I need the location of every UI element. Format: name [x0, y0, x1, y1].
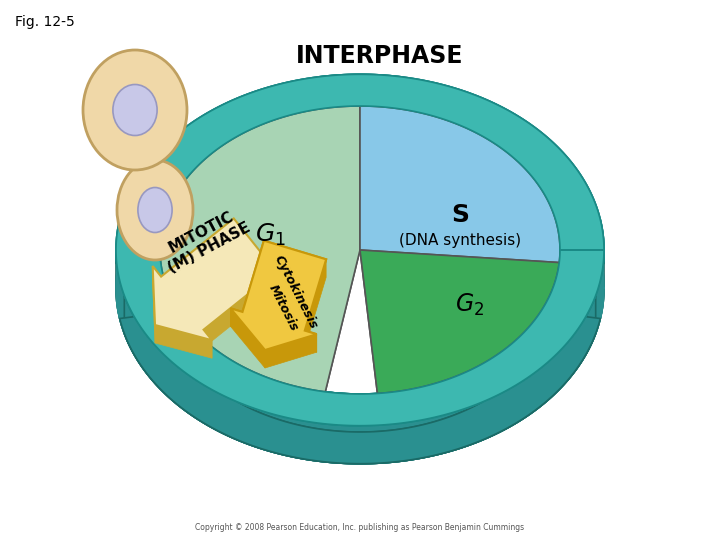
Ellipse shape	[113, 84, 157, 136]
Text: $G_1$: $G_1$	[255, 222, 285, 248]
Polygon shape	[243, 241, 264, 330]
Text: Fig. 12-5: Fig. 12-5	[15, 15, 75, 29]
Polygon shape	[116, 112, 604, 464]
Polygon shape	[125, 295, 595, 464]
Polygon shape	[360, 250, 559, 394]
Polygon shape	[160, 250, 325, 430]
Polygon shape	[360, 106, 560, 262]
Text: Copyright © 2008 Pearson Education, Inc. publishing as Pearson Benjamin Cummings: Copyright © 2008 Pearson Education, Inc.…	[195, 523, 525, 532]
Text: MITOTIC
(M) PHASE: MITOTIC (M) PHASE	[157, 204, 253, 276]
Polygon shape	[153, 266, 155, 343]
Polygon shape	[116, 75, 402, 426]
Polygon shape	[318, 75, 604, 280]
Polygon shape	[377, 262, 559, 431]
Polygon shape	[230, 241, 326, 350]
Polygon shape	[120, 313, 600, 464]
Polygon shape	[265, 334, 317, 368]
Polygon shape	[204, 330, 212, 358]
Polygon shape	[230, 308, 243, 330]
Text: $G_2$: $G_2$	[456, 292, 485, 318]
Polygon shape	[116, 75, 604, 426]
Polygon shape	[116, 75, 604, 426]
Polygon shape	[116, 112, 604, 464]
Polygon shape	[230, 241, 326, 350]
Polygon shape	[160, 106, 360, 392]
Text: INTERPHASE: INTERPHASE	[296, 44, 464, 69]
Polygon shape	[116, 250, 604, 464]
Polygon shape	[117, 265, 603, 464]
Polygon shape	[160, 106, 360, 392]
Text: Mitosis: Mitosis	[266, 282, 300, 334]
Ellipse shape	[83, 50, 187, 170]
Polygon shape	[360, 106, 560, 262]
Polygon shape	[153, 219, 276, 340]
Polygon shape	[160, 250, 560, 432]
Ellipse shape	[138, 187, 172, 233]
Polygon shape	[305, 259, 326, 349]
Text: Cytokinesis: Cytokinesis	[271, 253, 320, 331]
Polygon shape	[161, 219, 234, 295]
Polygon shape	[167, 287, 553, 432]
Text: S: S	[451, 203, 469, 227]
Polygon shape	[360, 250, 559, 394]
Text: (DNA synthesis): (DNA synthesis)	[399, 233, 521, 247]
Polygon shape	[318, 219, 604, 426]
Polygon shape	[230, 308, 265, 368]
Polygon shape	[153, 266, 161, 295]
Polygon shape	[155, 325, 212, 358]
Ellipse shape	[117, 160, 193, 260]
Polygon shape	[305, 330, 317, 352]
Polygon shape	[204, 272, 276, 348]
